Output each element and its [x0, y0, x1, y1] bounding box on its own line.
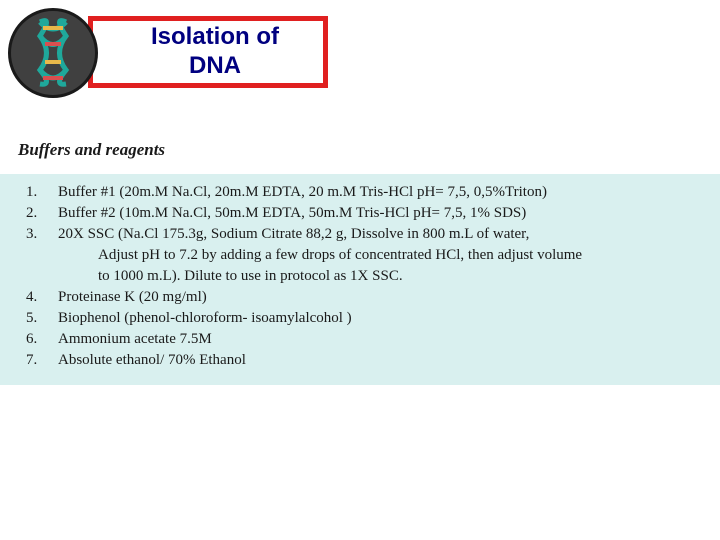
item-number: 1. [26, 184, 58, 201]
list-item: 2. Buffer #2 (10m.M Na.Cl, 50m.M EDTA, 5… [26, 205, 694, 222]
list-item: 4. Proteinase K (20 mg/ml) [26, 289, 694, 306]
item-number: 5. [26, 310, 58, 327]
item-number: 6. [26, 331, 58, 348]
list-item: 1. Buffer #1 (20m.M Na.Cl, 20m.M EDTA, 2… [26, 184, 694, 201]
dna-icon-circle [8, 8, 98, 98]
item-number: 4. [26, 289, 58, 306]
list-item: 7. Absolute ethanol/ 70% Ethanol [26, 352, 694, 369]
item-number: 3. [26, 226, 58, 243]
list-item: 3. 20X SSC (Na.Cl 175.3g, Sodium Citrate… [26, 226, 694, 243]
section-heading: Buffers and reagents [18, 140, 720, 160]
item-text: Buffer #1 (20m.M Na.Cl, 20m.M EDTA, 20 m… [58, 184, 694, 201]
item-text: Absolute ethanol/ 70% Ethanol [58, 352, 694, 369]
item-continuation: to 1000 m.L). Dilute to use in protocol … [98, 268, 694, 285]
item-number: 2. [26, 205, 58, 222]
title-line2: DNA [189, 52, 241, 79]
item-text: Biophenol (phenol-chloroform- isoamylalc… [58, 310, 694, 327]
item-text: Ammonium acetate 7.5M [58, 331, 694, 348]
dna-icon [28, 18, 78, 88]
list-item: 6. Ammonium acetate 7.5M [26, 331, 694, 348]
reagents-box: 1. Buffer #1 (20m.M Na.Cl, 20m.M EDTA, 2… [0, 174, 720, 385]
title-box: Isolation of DNA [88, 16, 328, 88]
item-text: 20X SSC (Na.Cl 175.3g, Sodium Citrate 88… [58, 226, 694, 243]
item-number: 7. [26, 352, 58, 369]
title-text: Isolation of DNA [137, 23, 279, 81]
list-item: 5. Biophenol (phenol-chloroform- isoamyl… [26, 310, 694, 327]
item-continuation: Adjust pH to 7.2 by adding a few drops o… [98, 247, 694, 264]
item-text: Buffer #2 (10m.M Na.Cl, 50m.M EDTA, 50m.… [58, 205, 694, 222]
header-region: Isolation of DNA [0, 0, 720, 100]
title-line1: Isolation of [151, 23, 279, 50]
item-text: Proteinase K (20 mg/ml) [58, 289, 694, 306]
